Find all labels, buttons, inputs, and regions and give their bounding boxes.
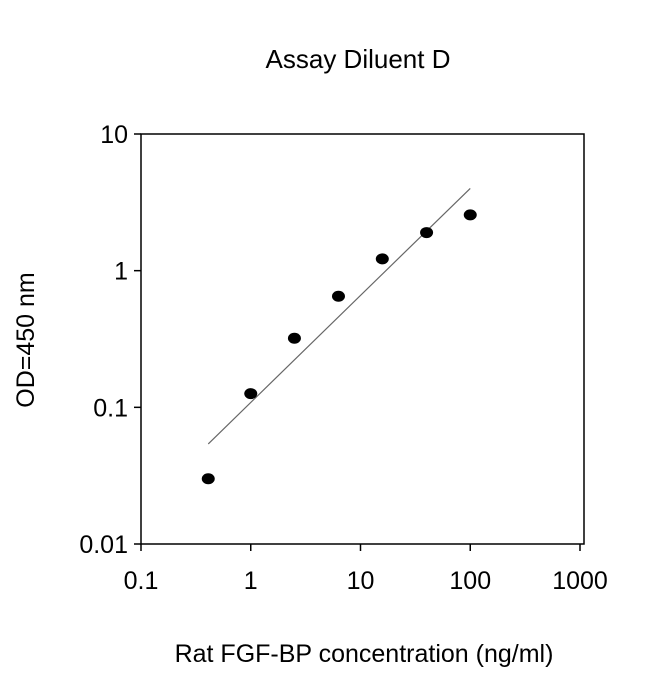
data-point — [375, 253, 389, 265]
data-point — [201, 473, 215, 485]
data-point — [287, 332, 301, 344]
y-tick-label: 1 — [114, 258, 128, 286]
x-tick-label: 100 — [449, 567, 491, 595]
data-point — [463, 209, 477, 221]
data-point — [420, 227, 434, 239]
y-axis-label: OD=450 nm — [12, 272, 40, 408]
y-tick-label: 10 — [100, 121, 128, 149]
x-tick-label: 10 — [347, 567, 375, 595]
data-point — [244, 388, 258, 400]
y-tick-label: 0.01 — [79, 531, 128, 559]
x-tick-label: 1000 — [552, 567, 608, 595]
chart-title: Assay Diluent D — [266, 44, 451, 74]
data-point — [331, 290, 345, 302]
x-axis-label: Rat FGF-BP concentration (ng/ml) — [175, 640, 554, 668]
x-tick-label: 1 — [244, 567, 258, 595]
x-tick-label: 0.1 — [124, 567, 159, 595]
y-tick-label: 0.1 — [93, 394, 128, 422]
fit-line — [207, 187, 471, 445]
plot-frame — [140, 133, 585, 545]
